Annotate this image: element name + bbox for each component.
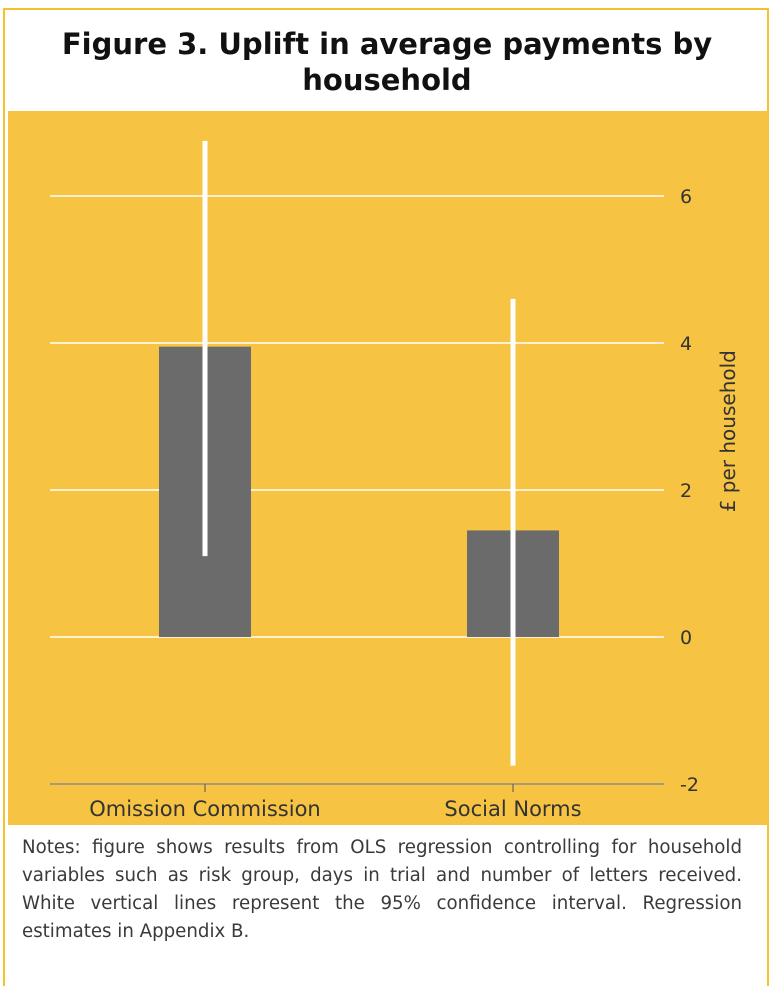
axes: -2 0 2 4 6 Omission Commission Social Norms (50, 186, 699, 821)
error-bars (202, 140, 516, 766)
x-tick-label: Omission Commission (89, 797, 321, 821)
figure-notes: Notes: figure shows results from OLS reg… (22, 837, 742, 942)
figure-frame (3, 8, 769, 986)
chart-panel: -2 0 2 4 6 Omission Commission Social Norms £ … (8, 111, 768, 825)
y-tick-label: 6 (680, 186, 692, 208)
y-tick-label: 4 (680, 333, 692, 355)
y-tick-label: 2 (680, 480, 692, 502)
chart-title: Figure 3. Uplift in average payments by … (61, 27, 713, 97)
y-tick-label: -2 (680, 774, 699, 796)
chart-background (8, 111, 768, 825)
y-tick-label: 0 (680, 627, 692, 649)
y-axis-title: £ per household (716, 350, 740, 512)
chart-svg: -2 0 2 4 6 Omission Commission Social Norms £ … (8, 111, 768, 825)
x-tick-label: Social Norms (444, 797, 581, 821)
